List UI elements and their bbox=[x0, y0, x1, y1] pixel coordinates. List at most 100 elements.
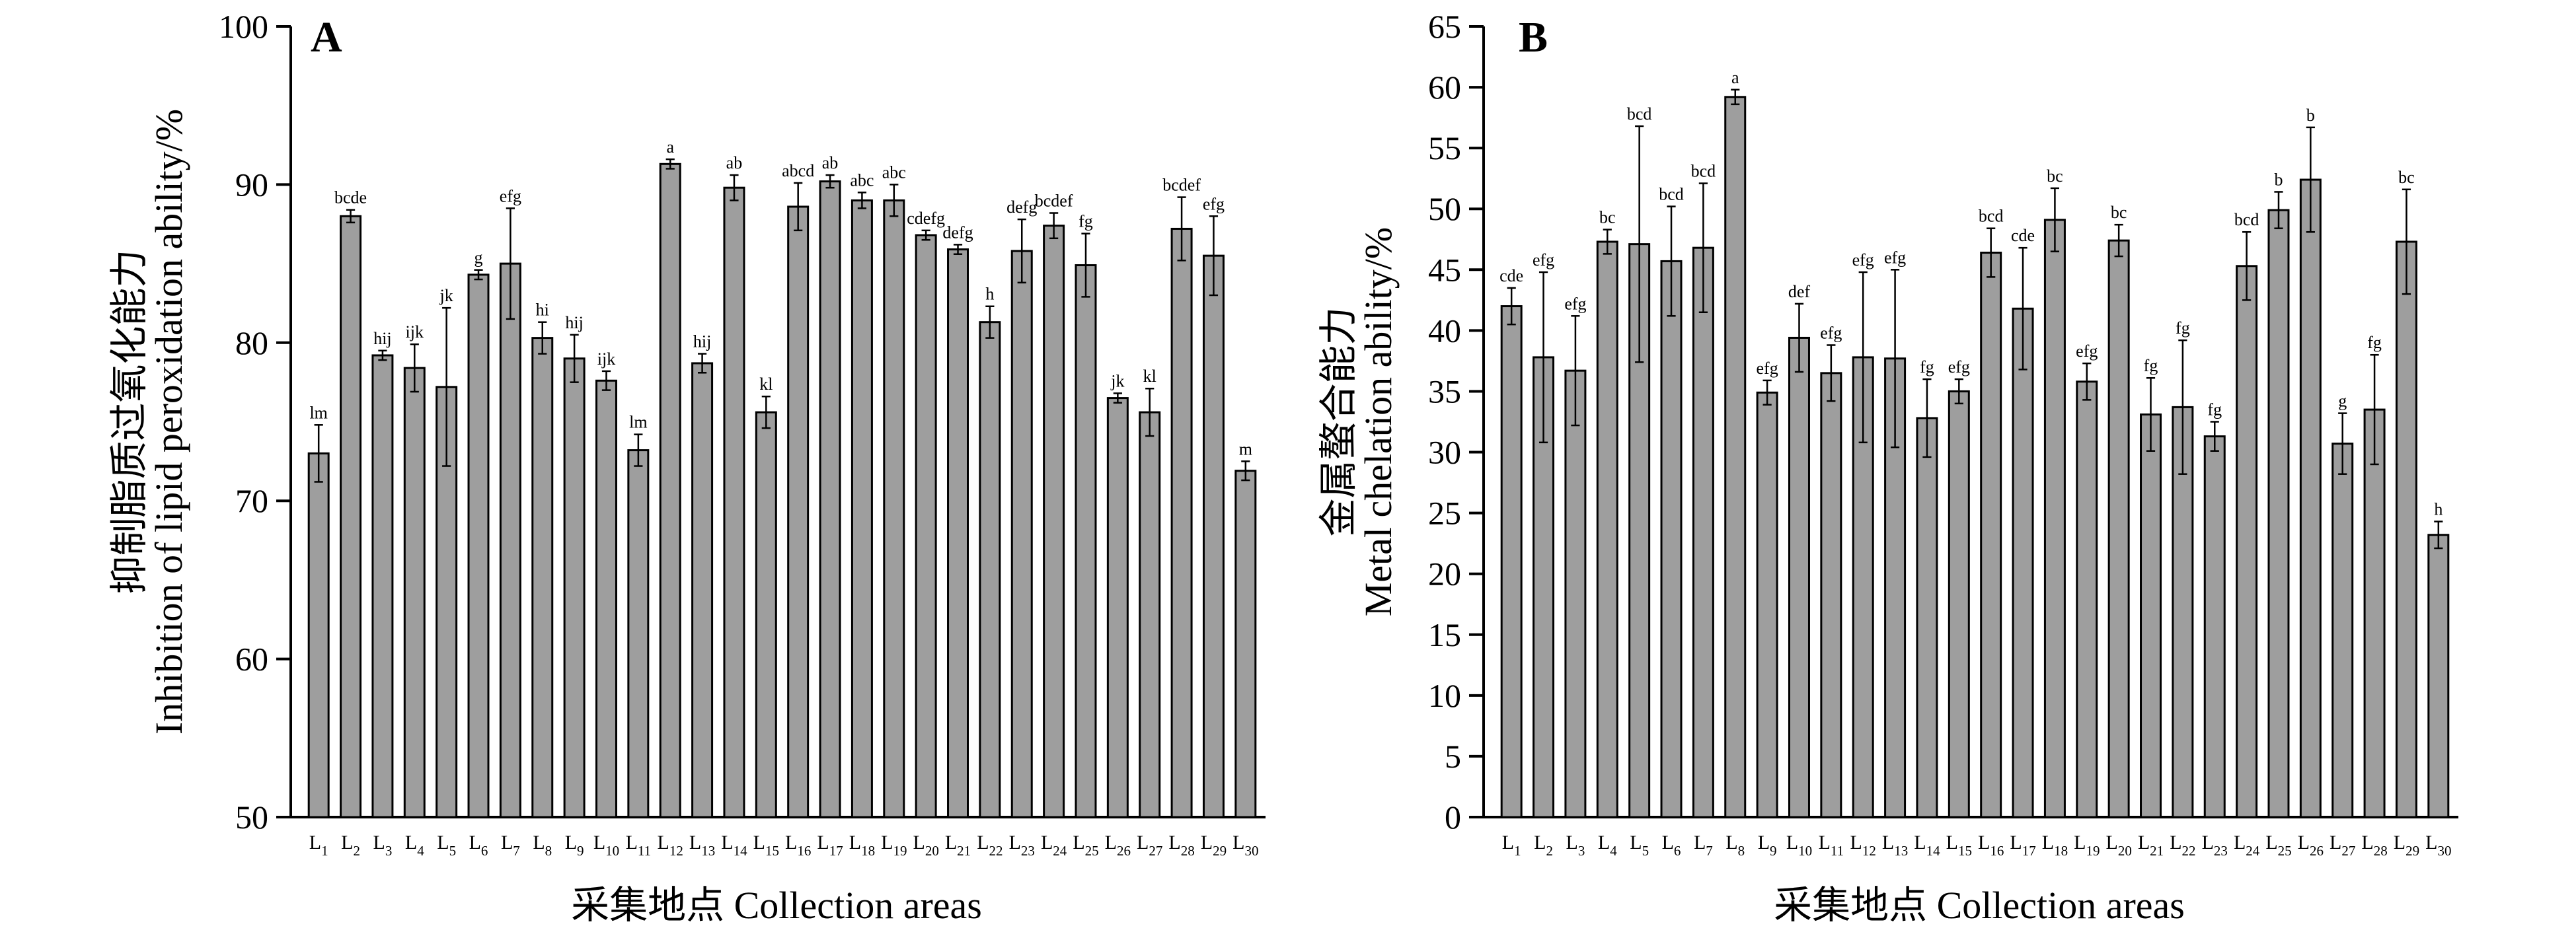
significance-label: efg bbox=[1852, 250, 1874, 270]
error-bar bbox=[1017, 218, 1026, 284]
bar-l12 bbox=[659, 162, 681, 818]
error-bar bbox=[506, 207, 515, 320]
significance-label: bcd bbox=[1691, 162, 1716, 181]
y-tick-label: 30 bbox=[1428, 434, 1461, 471]
bar-l14 bbox=[1916, 417, 1938, 818]
x-tick-label: L7 bbox=[1694, 832, 1713, 859]
bar-l29 bbox=[1202, 254, 1225, 818]
significance-label: ab bbox=[726, 153, 743, 172]
y-tick-label: 60 bbox=[235, 641, 268, 678]
error-bar bbox=[1081, 233, 1090, 298]
significance-label: bcdef bbox=[1035, 191, 1073, 210]
error-bar bbox=[2402, 188, 2411, 295]
x-tick-label: L10 bbox=[1786, 832, 1812, 859]
error-bar bbox=[1603, 229, 1612, 255]
error-bar bbox=[1667, 205, 1676, 317]
x-tick-label: L14 bbox=[721, 832, 747, 859]
error-bar bbox=[2338, 412, 2347, 475]
bar-l17 bbox=[2012, 307, 2034, 818]
x-tick-label: L28 bbox=[1168, 832, 1194, 859]
x-tick-label: L9 bbox=[1758, 832, 1777, 859]
x-tick-label: L13 bbox=[689, 832, 715, 859]
significance-label: g bbox=[474, 248, 483, 268]
error-bar bbox=[378, 349, 387, 361]
significance-label: efg bbox=[1564, 294, 1586, 313]
bar-l25 bbox=[1075, 264, 1097, 818]
x-tick-label: L1 bbox=[1502, 832, 1521, 859]
significance-label: bc bbox=[2047, 166, 2063, 186]
x-tick-label: L6 bbox=[1662, 832, 1681, 859]
significance-label: def bbox=[1788, 282, 1811, 301]
y-tick-label: 35 bbox=[1428, 373, 1461, 410]
panel-b: 0 5 10 15 20 25 30 35 40 45 50 55 60 65 cde L1 efg L2 efg L… bbox=[1317, 8, 2458, 927]
significance-label: b bbox=[2306, 106, 2315, 125]
error-bar bbox=[1049, 212, 1059, 240]
error-bar bbox=[1987, 227, 1996, 278]
bar-l8 bbox=[531, 337, 554, 818]
error-bar bbox=[1241, 460, 1250, 482]
bar-l25 bbox=[2267, 209, 2290, 818]
bar-l1 bbox=[307, 452, 330, 818]
x-tick-label: L21 bbox=[2138, 832, 2164, 859]
x-tick-label: L30 bbox=[2425, 832, 2451, 859]
error-bar bbox=[985, 305, 995, 339]
error-bar bbox=[953, 244, 963, 255]
error-bar bbox=[1635, 125, 1644, 363]
significance-label: efg bbox=[500, 186, 521, 205]
y-tick-label: 55 bbox=[1428, 129, 1461, 166]
y-axis-title-en: Inhibition of lipid peroxidation ability… bbox=[147, 109, 190, 735]
error-bar bbox=[538, 321, 547, 355]
y-tick-label: 10 bbox=[1428, 677, 1461, 714]
error-bar bbox=[1177, 196, 1186, 262]
bar-l4 bbox=[1596, 240, 1618, 818]
x-tick-label: L1 bbox=[309, 832, 328, 859]
significance-label: a bbox=[1731, 68, 1739, 87]
bar-l26 bbox=[1106, 397, 1129, 818]
bar-l19 bbox=[883, 199, 905, 818]
bar-l20 bbox=[2107, 239, 2130, 818]
error-bar bbox=[1698, 182, 1708, 314]
bar-l4 bbox=[403, 367, 426, 818]
x-tick-label: L23 bbox=[2202, 832, 2228, 859]
x-tick-label: L18 bbox=[849, 832, 875, 859]
x-tick-label: L15 bbox=[1946, 832, 1972, 859]
x-tick-label: L14 bbox=[1914, 832, 1940, 859]
significance-label: bcd bbox=[1627, 104, 1652, 124]
bar-l17 bbox=[819, 180, 841, 818]
y-tick-label: 15 bbox=[1428, 616, 1461, 653]
error-bar bbox=[697, 353, 707, 374]
significance-label: ijk bbox=[597, 349, 615, 369]
bar-l27 bbox=[1139, 411, 1161, 818]
x-tick-label: L5 bbox=[437, 832, 456, 859]
x-tick-label: L12 bbox=[1850, 832, 1876, 859]
error-bar bbox=[634, 433, 643, 467]
error-bar bbox=[1922, 378, 1932, 458]
significance-label: efg bbox=[2076, 342, 2098, 361]
significance-label: hij bbox=[373, 329, 391, 348]
error-bar bbox=[2210, 421, 2219, 452]
significance-label: a bbox=[666, 137, 674, 157]
error-bar bbox=[1571, 315, 1580, 427]
x-tick-label: L4 bbox=[405, 832, 424, 859]
significance-label: jk bbox=[439, 286, 453, 305]
bar-l21 bbox=[947, 248, 969, 818]
error-bar bbox=[794, 182, 803, 232]
significance-label: ijk bbox=[406, 322, 424, 342]
significance-label: defg bbox=[1006, 198, 1037, 217]
x-tick-label: L17 bbox=[817, 832, 843, 859]
error-bar bbox=[1731, 89, 1740, 106]
bar-l11 bbox=[1820, 372, 1842, 818]
error-bar bbox=[442, 306, 451, 467]
y-tick-label: 50 bbox=[1428, 190, 1461, 227]
bar-l2 bbox=[340, 215, 362, 818]
x-tick-label: L24 bbox=[1041, 832, 1067, 859]
error-bar bbox=[1954, 378, 1963, 405]
error-bar bbox=[601, 370, 611, 391]
bar-l11 bbox=[627, 449, 650, 818]
x-tick-label: L3 bbox=[1566, 832, 1585, 859]
error-bar bbox=[2306, 126, 2315, 233]
bar-l15 bbox=[755, 411, 777, 818]
significance-label: efg bbox=[1757, 359, 1778, 378]
bar-l24 bbox=[1043, 225, 1065, 818]
x-tick-label: L26 bbox=[2298, 832, 2324, 859]
